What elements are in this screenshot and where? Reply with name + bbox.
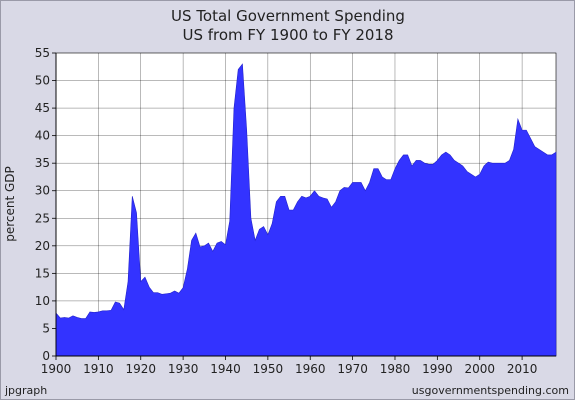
y-tick-label: 20 [35, 239, 50, 253]
y-axis-label: percent GDP [3, 166, 17, 242]
x-tick-label: 1950 [253, 362, 284, 376]
y-tick-label: 35 [35, 156, 50, 170]
spending-area [55, 63, 557, 357]
x-tick-label: 1960 [295, 362, 326, 376]
y-tick-label: 5 [42, 321, 50, 335]
chart-subtitle: US from FY 1900 to FY 2018 [182, 26, 393, 44]
chart-title: US Total Government Spending [171, 7, 405, 25]
y-tick-label: 15 [35, 266, 50, 280]
x-tick-label: 2010 [507, 362, 538, 376]
y-tick-label: 55 [35, 46, 50, 60]
y-tick-label: 25 [35, 211, 50, 225]
axes [52, 52, 556, 360]
x-tick-labels: 1900 1910 1920 1930 1940 1950 1960 1970 1980 1990… [41, 362, 538, 376]
x-tick-label: 1980 [380, 362, 411, 376]
x-tick-label: 1920 [125, 362, 156, 376]
x-tick-label: 1900 [41, 362, 72, 376]
x-tick-label: 1930 [168, 362, 199, 376]
x-tick-label: 2000 [464, 362, 495, 376]
x-tick-label: 1940 [210, 362, 241, 376]
footer-right: usgovernmentspending.com [412, 384, 569, 397]
y-tick-labels: 0 5 10 15 20 25 30 35 40 45 50 55 [35, 46, 50, 363]
y-tick-label: 0 [42, 349, 50, 363]
footer-left: jpgraph [4, 384, 47, 397]
y-tick-label: 10 [35, 294, 50, 308]
x-tick-label: 1910 [83, 362, 114, 376]
y-tick-label: 40 [35, 129, 50, 143]
x-tick-label: 1970 [337, 362, 368, 376]
y-tick-label: 45 [35, 101, 50, 115]
x-tick-label: 1990 [422, 362, 453, 376]
y-tick-label: 50 [35, 74, 50, 88]
y-tick-label: 30 [35, 184, 50, 198]
